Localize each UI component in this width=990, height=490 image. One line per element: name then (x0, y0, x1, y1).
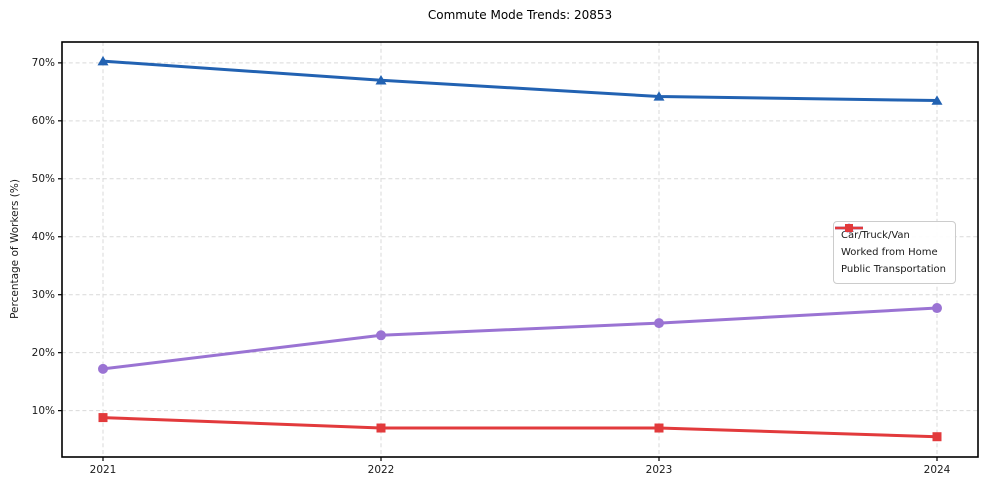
x-tick-label: 2022 (367, 464, 395, 476)
data-point-square (654, 423, 664, 433)
y-tick-label: 60% (31, 114, 55, 127)
chart-title: Commute Mode Trends: 20853 (427, 8, 613, 22)
y-tick-label: 30% (31, 288, 55, 301)
data-point-square (932, 432, 942, 442)
y-tick-label: 50% (31, 172, 55, 185)
x-tick-label: 2024 (923, 464, 951, 476)
y-tick-label: 20% (31, 346, 55, 359)
data-point-triangle (375, 75, 387, 85)
data-point-square (98, 413, 108, 423)
y-tick-label: 70% (31, 56, 55, 69)
data-point-triangle (97, 55, 109, 66)
series-line-public-transportation (101, 416, 939, 439)
data-point-circle (932, 303, 942, 314)
data-point-triangle (653, 91, 665, 101)
series-line-worked-from-home (101, 306, 939, 371)
plot-border (61, 41, 979, 458)
data-point-circle (376, 330, 386, 341)
data-point-triangle (931, 95, 943, 105)
legend: Car/Truck/Van Worked from Home Public Tran… (833, 221, 956, 284)
data-point-circle (98, 363, 108, 374)
legend-label: Worked from Home (841, 247, 938, 258)
y-tick-label: 10% (31, 404, 55, 417)
data-point-circle (654, 318, 664, 329)
x-tick-label: 2021 (89, 464, 117, 476)
x-tick-label: 2023 (645, 464, 673, 476)
legend-label: Car/Truck/Van (841, 230, 910, 241)
series-line-car-truck-van (101, 59, 939, 103)
data-point-square (376, 423, 386, 433)
legend-item: Public Transportation (835, 224, 946, 278)
y-tick-label: 40% (31, 230, 55, 243)
legend-item: Worked from Home (835, 223, 946, 261)
legend-swatch-square-icon (835, 224, 863, 232)
legend-label: Public Transportation (841, 264, 946, 275)
